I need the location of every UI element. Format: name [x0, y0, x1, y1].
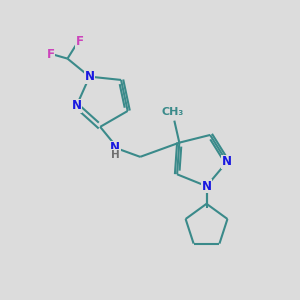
- Text: N: N: [85, 70, 94, 83]
- Text: CH₃: CH₃: [161, 106, 183, 117]
- Text: N: N: [202, 180, 212, 193]
- Text: N: N: [222, 155, 232, 168]
- Text: H: H: [111, 150, 120, 160]
- Text: N: N: [110, 141, 120, 154]
- Text: F: F: [46, 48, 55, 61]
- Text: N: N: [72, 99, 82, 112]
- Text: F: F: [76, 35, 83, 48]
